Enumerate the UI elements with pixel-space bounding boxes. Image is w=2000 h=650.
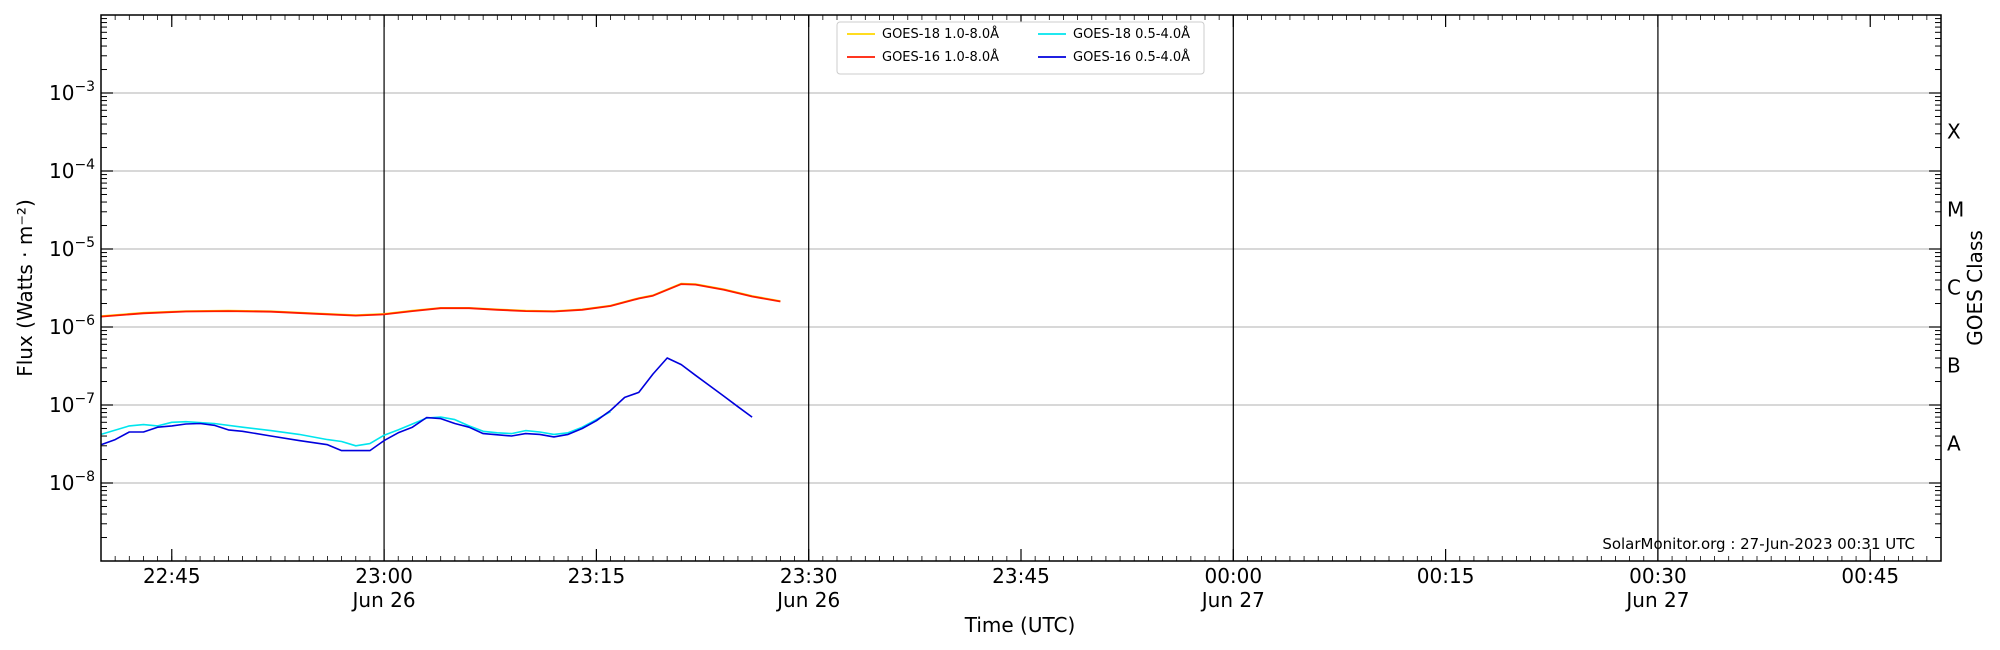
y-tick-label: 10−7 xyxy=(49,391,95,417)
series-lines xyxy=(100,282,781,452)
x-tick-label: 23:00 xyxy=(355,564,413,588)
right-axis-title: GOES Class xyxy=(1963,230,1987,346)
x-tick-label: 00:45 xyxy=(1841,564,1899,588)
goes16-long-channel-line xyxy=(100,283,781,318)
goes-class-label: C xyxy=(1947,276,1961,300)
x-tick-date-label: Jun 27 xyxy=(1624,588,1689,612)
y-tick-label: 10−5 xyxy=(49,235,95,261)
x-tick-date-label: Jun 26 xyxy=(351,588,416,612)
y-tick-label: 10−6 xyxy=(49,313,95,339)
grid-lines xyxy=(101,92,1941,484)
goes-class-labels: A B C M X xyxy=(1947,120,1964,456)
goes-class-label: M xyxy=(1947,198,1964,222)
legend-item-goes18-short-label: GOES-18 0.5-4.0Å xyxy=(1073,26,1190,42)
x-tick-label: 22:45 xyxy=(143,564,201,588)
y-tick-label: 10−3 xyxy=(49,79,95,105)
axis-ticks xyxy=(100,15,1942,561)
legend: GOES-18 1.0-8.0Å GOES-16 1.0-8.0Å GOES-18 … xyxy=(836,21,1205,75)
goes-class-label: X xyxy=(1947,120,1961,144)
goes16-short-channel-line xyxy=(100,357,753,452)
x-tick-label: 23:45 xyxy=(992,564,1050,588)
goes-class-label: A xyxy=(1947,432,1961,456)
y-tick-label: 10−4 xyxy=(49,157,95,183)
y-tick-labels: 10−8 10−7 10−6 10−5 10−4 10−3 xyxy=(49,79,95,495)
plot-area-frame xyxy=(100,14,1942,562)
day-separator-lines xyxy=(383,15,1659,561)
y-axis-title: Flux (Watts · m⁻²) xyxy=(13,199,37,377)
x-tick-date-label: Jun 26 xyxy=(775,588,840,612)
x-axis-title: Time (UTC) xyxy=(964,613,1076,637)
credit-text: SolarMonitor.org : 27-Jun-2023 00:31 UTC xyxy=(1602,535,1915,553)
x-tick-label: 00:00 xyxy=(1204,564,1262,588)
legend-item-goes18-long-label: GOES-18 1.0-8.0Å xyxy=(882,26,999,42)
x-tick-label: 00:15 xyxy=(1417,564,1475,588)
x-tick-label: 23:15 xyxy=(568,564,626,588)
goes-class-label: B xyxy=(1947,354,1961,378)
x-tick-date-label: Jun 27 xyxy=(1200,588,1265,612)
x-tick-label: 23:30 xyxy=(780,564,838,588)
legend-item-goes16-long-label: GOES-16 1.0-8.0Å xyxy=(882,49,999,65)
y-tick-label: 10−8 xyxy=(49,469,95,495)
goes18-short-channel-line xyxy=(100,411,611,447)
legend-item-goes16-short-label: GOES-16 0.5-4.0Å xyxy=(1073,49,1190,65)
x-tick-label: 00:30 xyxy=(1629,564,1687,588)
legend-box xyxy=(836,21,1205,75)
